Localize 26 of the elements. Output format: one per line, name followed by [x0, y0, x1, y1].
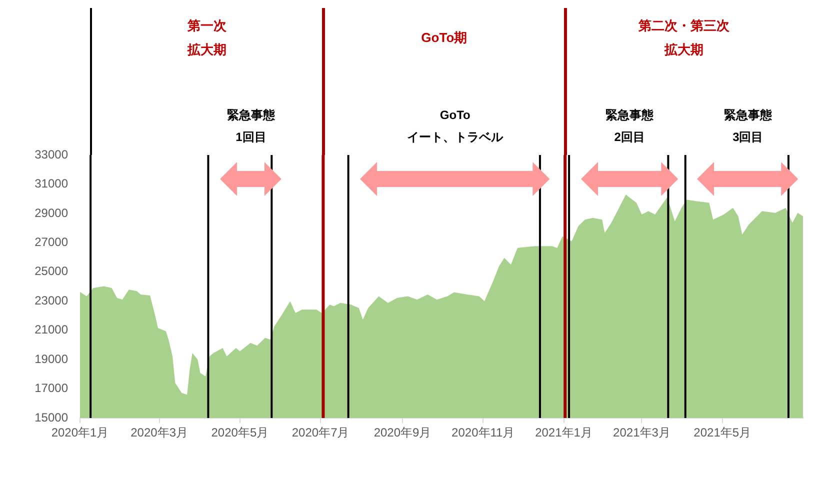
x-tick-label: 2021年3月	[613, 426, 670, 440]
text: 第一次拡大期	[186, 18, 228, 57]
y-tick-label: 27000	[34, 234, 68, 249]
x-tick-label: 2020年1月	[51, 426, 109, 440]
text: 第二次・第三次拡大期	[638, 18, 731, 57]
y-tick-label: 15000	[34, 410, 68, 424]
x-tick-label: 2020年11月	[452, 426, 515, 440]
text: 緊急事態3回目	[724, 108, 773, 144]
y-tick-label: 19000	[34, 352, 68, 366]
text: 緊急事態1回目	[226, 108, 276, 144]
x-tick-label: 2021年5月	[694, 426, 752, 440]
text: GoTo期	[421, 30, 468, 45]
text: GoToイート、トラベル	[407, 108, 504, 144]
y-tick-label: 21000	[34, 322, 68, 337]
x-tick-label: 2020年9月	[374, 426, 432, 440]
y-tick-label: 23000	[34, 293, 68, 308]
y-tick-label: 31000	[34, 176, 68, 191]
x-tick-label: 2020年3月	[130, 426, 188, 440]
y-tick-label: 17000	[34, 381, 68, 396]
x-tick-label: 2020年5月	[211, 426, 269, 440]
y-tick-label: 25000	[34, 264, 68, 278]
x-tick-label: 2020年7月	[292, 426, 350, 440]
x-tick-label: 2021年1月	[535, 426, 592, 440]
text: 緊急事態2回目	[606, 108, 655, 144]
y-tick-label: 33000	[34, 147, 68, 162]
y-tick-label: 29000	[34, 206, 68, 220]
